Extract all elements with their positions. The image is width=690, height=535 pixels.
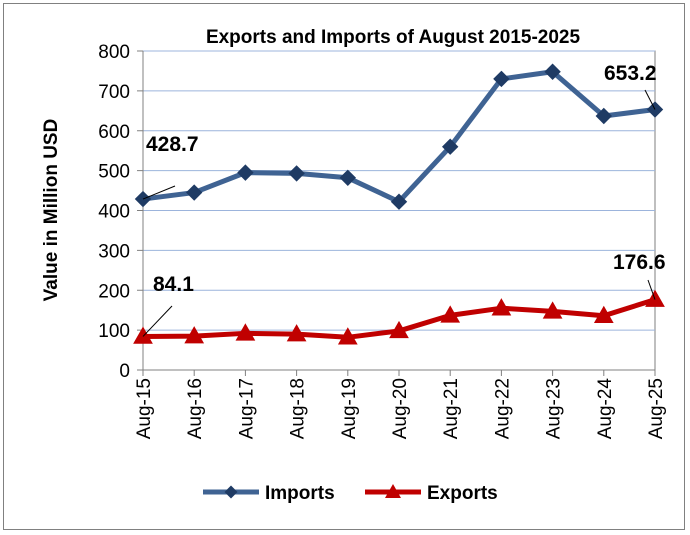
point-imports: [390, 193, 408, 210]
point-exports: [184, 326, 205, 344]
x-tick-label: Aug-17: [236, 378, 257, 439]
data-label: 84.1: [153, 273, 194, 296]
point-exports: [286, 324, 307, 342]
legend-label: Imports: [265, 483, 335, 504]
legend: Imports Exports: [203, 483, 498, 504]
x-tick-labels: Aug-15 Aug-16 Aug-17 Aug-18 Aug-19 Aug-20 Aug-…: [134, 378, 667, 440]
legend-item-imports: Imports: [203, 483, 335, 504]
series-group: [133, 63, 665, 345]
y-tick-label: 100: [98, 321, 130, 342]
legend-label: Exports: [427, 483, 498, 504]
x-tick-label: Aug-20: [390, 378, 411, 439]
point-exports: [133, 326, 153, 344]
point-exports: [235, 323, 256, 341]
x-tick-label: Aug-19: [339, 378, 360, 439]
y-tick-labels: 0 100 200 300 400 500 600 700 800: [98, 42, 130, 382]
point-exports: [491, 298, 512, 316]
x-tick-label: Aug-23: [544, 378, 565, 439]
point-imports: [544, 63, 561, 80]
point-imports: [288, 165, 305, 182]
x-tick-label: Aug-25: [646, 378, 667, 439]
point-exports: [593, 305, 614, 324]
point-imports: [339, 169, 357, 187]
x-tick-label: Aug-18: [288, 378, 309, 439]
point-exports: [440, 305, 461, 323]
y-tick-label: 200: [98, 281, 130, 302]
data-label-leader: [644, 89, 656, 110]
point-exports: [337, 327, 358, 345]
y-tick-label: 0: [119, 361, 130, 382]
data-label-leader: [647, 279, 656, 300]
data-label: 428.7: [146, 133, 199, 156]
data-label: 653.2: [604, 62, 657, 85]
point-imports: [493, 70, 510, 88]
x-tick-label: Aug-24: [595, 378, 616, 440]
legend-marker-triangle: [385, 484, 401, 498]
legend-item-exports: Exports: [365, 483, 498, 504]
y-axis-label: Value in Million USD: [41, 119, 62, 302]
chart-title: Exports and Imports of August 2015-2025: [206, 27, 581, 48]
data-labels: 428.7 653.2 84.1 176.6: [142, 62, 666, 337]
x-tick-label: Aug-21: [441, 378, 462, 439]
point-imports: [441, 138, 459, 155]
y-tick-label: 700: [98, 82, 130, 103]
data-label: 176.6: [613, 251, 666, 274]
y-tick-label: 800: [98, 42, 130, 63]
point-exports: [542, 301, 563, 319]
point-exports: [389, 320, 409, 339]
point-imports: [595, 107, 613, 125]
axes: [137, 50, 656, 376]
chart-frame: [3, 3, 685, 530]
point-imports: [185, 184, 203, 201]
x-tick-label: Aug-22: [492, 378, 513, 439]
x-tick-label: Aug-16: [185, 378, 206, 439]
y-tick-label: 300: [98, 241, 130, 262]
y-tick-label: 400: [98, 202, 130, 223]
y-tick-label: 600: [98, 122, 130, 143]
point-imports: [237, 164, 254, 181]
data-label-leader: [142, 185, 176, 200]
x-tick-label: Aug-15: [134, 378, 155, 439]
data-label-leader: [142, 305, 173, 337]
y-tick-label: 500: [98, 162, 130, 183]
legend-marker-diamond: [224, 485, 238, 499]
gridlines: [142, 50, 656, 371]
